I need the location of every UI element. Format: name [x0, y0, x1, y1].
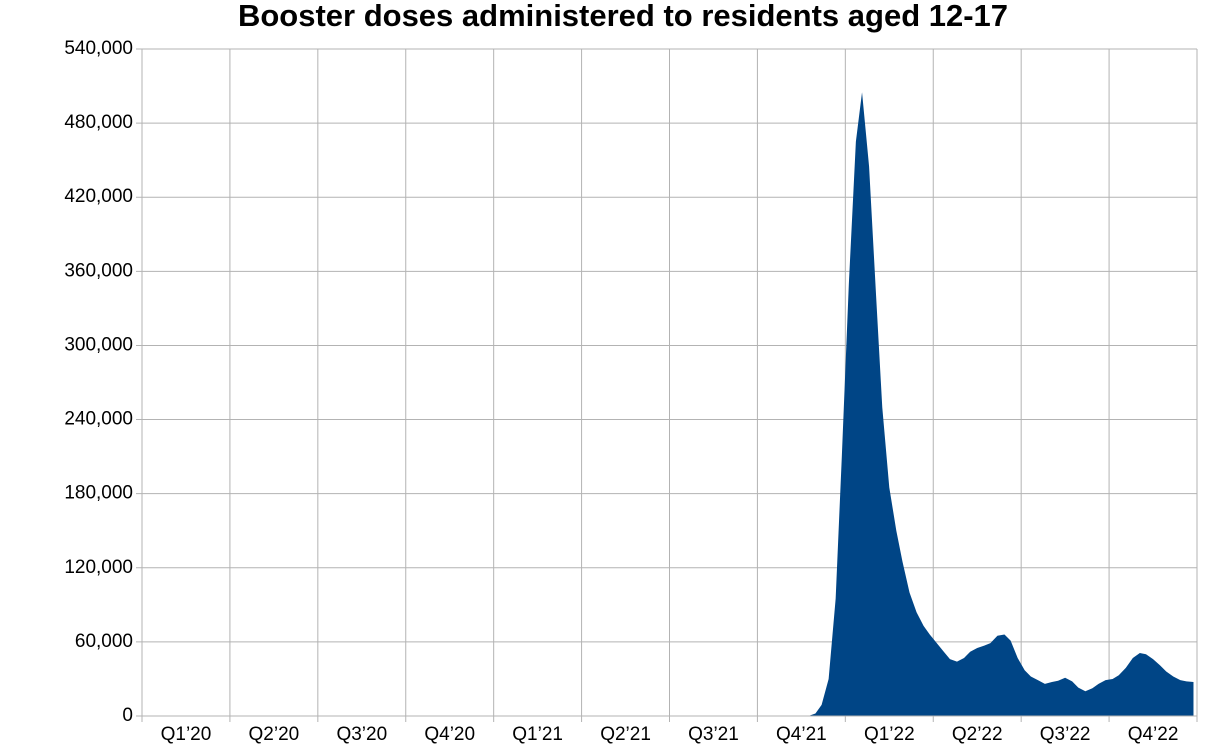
y-tick-label: 0 — [122, 705, 133, 726]
x-tick-label: Q3’22 — [1040, 724, 1091, 745]
x-tick-label: Q1’22 — [864, 724, 915, 745]
x-tick-label: Q3’21 — [688, 724, 739, 745]
x-tick-label: Q1’20 — [161, 724, 212, 745]
chart-title: Booster doses administered to residents … — [238, 0, 1008, 33]
x-tick-label: Q2’22 — [952, 724, 1003, 745]
y-tick-label: 540,000 — [64, 38, 133, 59]
x-tick-label: Q1’21 — [512, 724, 563, 745]
x-tick-label: Q2’21 — [600, 724, 651, 745]
y-tick-label: 360,000 — [64, 260, 133, 281]
y-tick-label: 180,000 — [64, 483, 133, 504]
y-tick-label: 60,000 — [75, 631, 133, 652]
x-tick-label: Q2’20 — [249, 724, 300, 745]
x-tick-label: Q4’20 — [424, 724, 475, 745]
x-tick-label: Q3’20 — [336, 724, 387, 745]
y-tick-label: 240,000 — [64, 409, 133, 430]
y-tick-label: 420,000 — [64, 186, 133, 207]
y-tick-label: 480,000 — [64, 112, 133, 133]
x-tick-label: Q4’21 — [776, 724, 827, 745]
x-tick-label: Q4’22 — [1128, 724, 1179, 745]
y-tick-label: 120,000 — [64, 557, 133, 578]
area — [808, 92, 1194, 717]
y-tick-label: 300,000 — [64, 334, 133, 355]
